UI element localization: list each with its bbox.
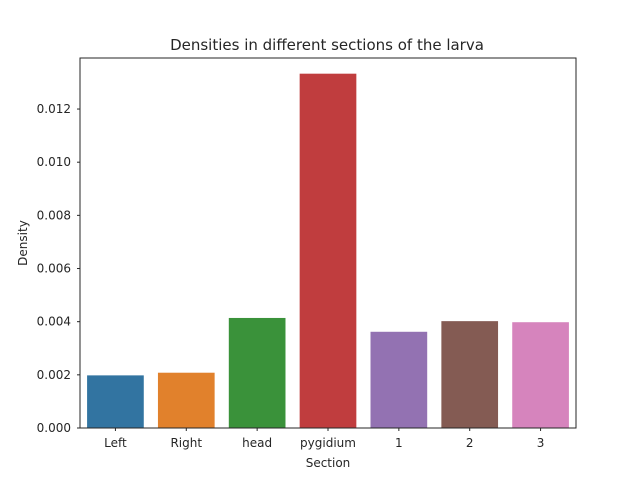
y-tick-label: 0.002 bbox=[37, 368, 71, 382]
x-tick-label: Left bbox=[104, 436, 127, 450]
bar-left bbox=[87, 375, 144, 428]
x-tick-label: 1 bbox=[395, 436, 403, 450]
bar-right bbox=[157, 372, 215, 428]
bars-group bbox=[87, 73, 569, 429]
y-tick-label: 0.008 bbox=[37, 208, 71, 222]
y-tick-labels: 0.000 0.002 0.004 0.006 0.008 0.010 0.012 bbox=[37, 102, 80, 435]
y-tick-label: 0.004 bbox=[37, 315, 71, 329]
bar-head bbox=[228, 317, 286, 428]
x-tick-label: head bbox=[242, 436, 272, 450]
x-tick-label: 2 bbox=[466, 436, 474, 450]
y-tick-label: 0.000 bbox=[37, 421, 71, 435]
bar-3 bbox=[512, 322, 569, 428]
y-axis-label: Density bbox=[16, 220, 30, 266]
bar-2 bbox=[441, 321, 499, 428]
y-tick-label: 0.010 bbox=[37, 155, 71, 169]
bar-1 bbox=[370, 331, 428, 428]
x-tick-label: 3 bbox=[537, 436, 545, 450]
x-tick-label: Right bbox=[170, 436, 202, 450]
y-tick-label: 0.006 bbox=[37, 262, 71, 276]
x-tick-labels: Left Right head pygidium 1 2 3 bbox=[104, 428, 544, 450]
x-axis-label: Section bbox=[306, 456, 351, 470]
x-tick-label: pygidium bbox=[300, 436, 356, 450]
y-tick-label: 0.012 bbox=[37, 102, 71, 116]
chart-title: Densities in different sections of the l… bbox=[170, 36, 484, 54]
bar-pygidium bbox=[299, 73, 357, 429]
